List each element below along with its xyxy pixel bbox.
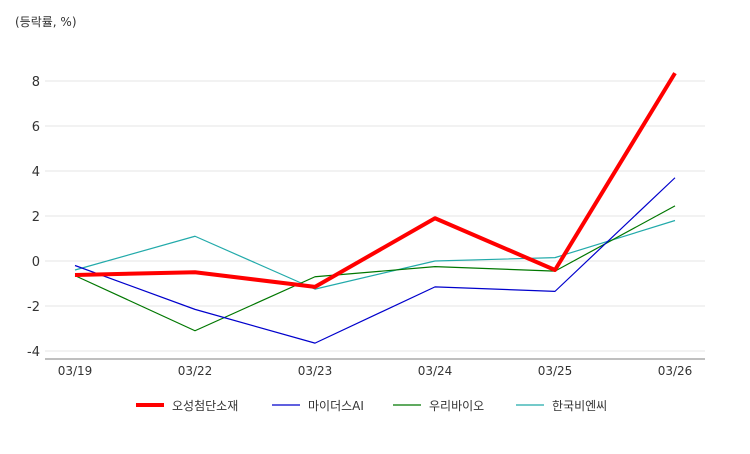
legend-label: 오성첨단소재 [172,399,238,413]
y-tick-label: -2 [27,300,40,315]
x-tick-label: 03/23 [298,364,333,378]
x-tick-label: 03/25 [538,364,573,378]
series-line [74,177,676,344]
x-tick-label: 03/26 [658,364,693,378]
y-tick-label: 4 [32,165,40,180]
legend-label: 우리바이오 [429,399,484,413]
legend-label: 마이더스AI [308,399,364,413]
y-tick-label: 6 [32,120,40,135]
y-tick-label: 8 [32,75,40,90]
legend-item[interactable]: 우리바이오 [393,399,484,413]
series-line [74,205,676,332]
x-tick-label: 03/19 [58,364,93,378]
legend-item[interactable]: 한국비엔씨 [516,399,607,413]
x-tick-label: 03/24 [418,364,453,378]
legend-item[interactable]: 오성첨단소재 [136,399,238,413]
unit-label: (등락률, %) [15,15,77,29]
y-tick-label: -4 [27,345,40,360]
y-tick-label: 2 [32,210,40,225]
y-tick-label: 0 [32,255,40,270]
x-tick-label: 03/22 [178,364,213,378]
series-line [74,72,677,289]
series-line [74,219,676,290]
legend-item[interactable]: 마이더스AI [272,399,364,413]
legend-label: 한국비엔씨 [552,399,607,413]
